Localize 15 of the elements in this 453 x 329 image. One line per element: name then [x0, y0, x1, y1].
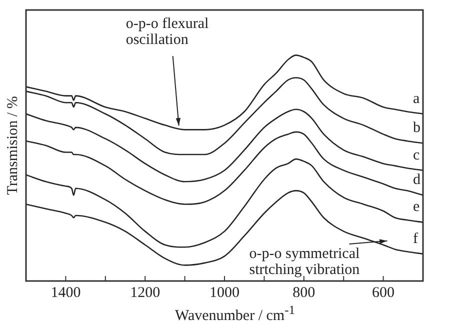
series-label: c: [413, 147, 420, 164]
x-tick-label: 1000: [210, 284, 240, 301]
annotation: o-p-o flexural oscillation: [126, 16, 209, 48]
legend-label: f: [413, 230, 418, 247]
x-tick-label: 600: [372, 284, 395, 301]
x-tick-label: 800: [292, 284, 316, 301]
x-axis-title: Wavenumber / cm$^{-1}$: [174, 303, 296, 325]
y-axis-title: Transmision / %: [4, 96, 21, 195]
series-label: d: [413, 172, 421, 188]
x-tick-label: 1400: [50, 284, 81, 301]
series-label: e: [413, 199, 420, 216]
annotation: o-p-o symmetrical strtching vibration: [249, 246, 360, 278]
series-label: a: [413, 90, 420, 107]
x-tick-label: 1200: [130, 284, 160, 301]
series-label: b: [413, 120, 420, 136]
